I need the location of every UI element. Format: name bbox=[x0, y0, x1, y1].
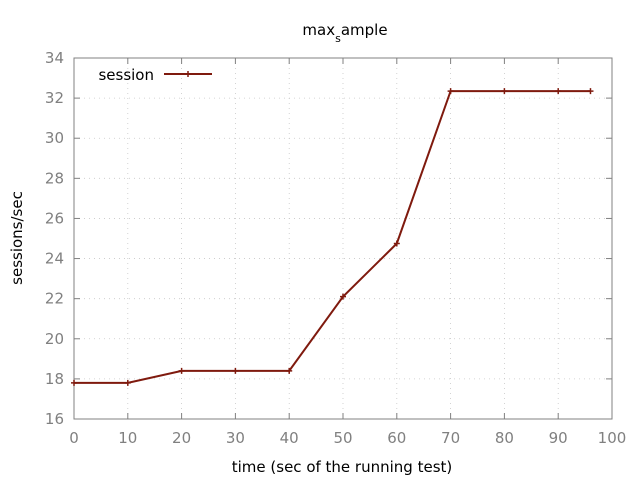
legend: session bbox=[98, 66, 212, 84]
x-tick-label: 80 bbox=[495, 429, 514, 447]
y-tick-label: 22 bbox=[45, 290, 64, 308]
data-point bbox=[178, 367, 185, 374]
chart-title: maxsample bbox=[302, 21, 387, 45]
y-tick-label: 32 bbox=[45, 89, 64, 107]
series-layer bbox=[71, 88, 594, 386]
x-tick-label: 20 bbox=[172, 429, 191, 447]
x-tick-label: 50 bbox=[333, 429, 352, 447]
x-tick-label: 100 bbox=[598, 429, 627, 447]
y-tick-label: 20 bbox=[45, 330, 64, 348]
data-point bbox=[340, 293, 346, 300]
legend-marker-session bbox=[185, 71, 191, 77]
y-tick-label: 30 bbox=[45, 129, 64, 147]
x-axis-title: time (sec of the running test) bbox=[232, 458, 453, 476]
data-point bbox=[555, 88, 562, 95]
x-tick-label: 10 bbox=[118, 429, 137, 447]
y-tick-label: 34 bbox=[45, 49, 64, 67]
legend-label-session: session bbox=[98, 66, 154, 84]
x-tick-label: 30 bbox=[226, 429, 245, 447]
data-point bbox=[587, 88, 594, 95]
data-point bbox=[447, 88, 454, 95]
data-point bbox=[71, 379, 77, 386]
data-point bbox=[232, 367, 239, 374]
title-suffix: ample bbox=[341, 21, 388, 39]
data-point bbox=[286, 367, 293, 374]
x-tick-label: 40 bbox=[280, 429, 299, 447]
x-tick-label: 60 bbox=[387, 429, 406, 447]
y-axis-title: sessions/sec bbox=[8, 191, 26, 285]
x-tick-label: 0 bbox=[69, 429, 79, 447]
tick-layer: 0 10 20 30 40 50 60 70 80 90 100 16 18 20 22 24 26 28 30 32… bbox=[45, 49, 626, 447]
y-tick-label: 26 bbox=[45, 209, 64, 227]
y-tick-label: 24 bbox=[45, 250, 64, 268]
y-tick-label: 16 bbox=[45, 410, 64, 428]
title-main: max bbox=[302, 21, 335, 39]
x-tick-label: 90 bbox=[549, 429, 568, 447]
grid-layer bbox=[74, 58, 612, 419]
data-point bbox=[501, 88, 508, 95]
data-point bbox=[124, 379, 131, 386]
y-tick-label: 28 bbox=[45, 169, 64, 187]
data-point bbox=[393, 240, 400, 247]
series-line-session bbox=[74, 90, 591, 384]
x-tick-label: 70 bbox=[441, 429, 460, 447]
y-tick-label: 18 bbox=[45, 370, 64, 388]
title-subscript: s bbox=[335, 32, 341, 45]
